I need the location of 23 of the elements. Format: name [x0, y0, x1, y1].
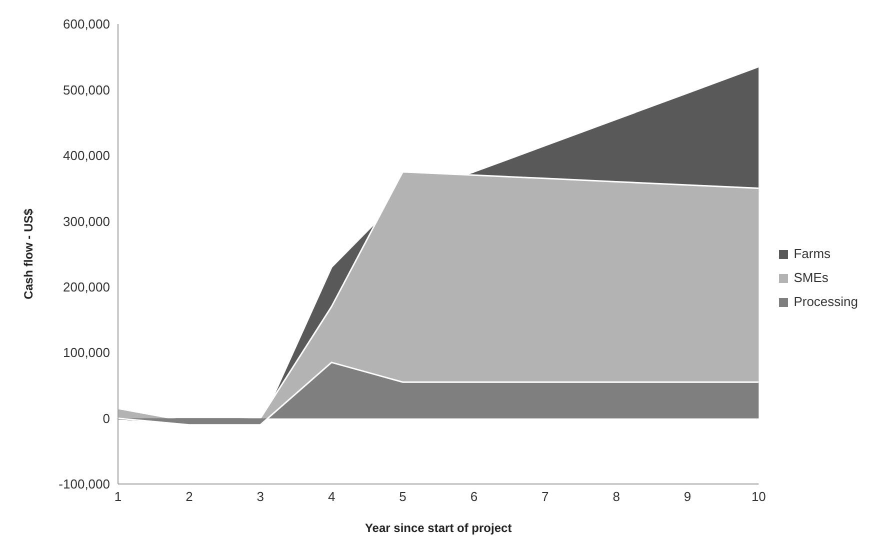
- y-tick-label: 600,000: [63, 16, 110, 32]
- y-tick-label: 400,000: [63, 148, 110, 164]
- x-tick-label: 2: [186, 489, 193, 504]
- legend-label: Processing: [794, 293, 858, 311]
- x-tick-label: 8: [612, 489, 620, 504]
- y-tick-label: -100,000: [58, 476, 110, 492]
- y-axis-title: Cash flow - US$: [21, 208, 36, 300]
- x-tick-label: 3: [256, 489, 264, 504]
- x-tick-label: 9: [684, 489, 692, 504]
- y-tick-label: 100,000: [63, 345, 110, 360]
- x-tick-label: 10: [751, 489, 766, 504]
- y-tick-label: 200,000: [63, 279, 110, 294]
- x-tick-label: 6: [470, 489, 478, 504]
- x-tick-label: 4: [328, 489, 336, 504]
- y-tick-label: 500,000: [63, 82, 110, 98]
- y-tick-label: 0: [102, 410, 110, 426]
- x-axis-title: Year since start of project: [364, 521, 512, 535]
- legend-label: SMEs: [794, 269, 828, 287]
- x-tick-label: 5: [399, 489, 406, 504]
- legend-label: Farms: [794, 245, 831, 263]
- x-tick-label: 1: [114, 489, 122, 504]
- y-tick-label: 300,000: [63, 214, 110, 229]
- x-tick-label: 7: [542, 489, 549, 504]
